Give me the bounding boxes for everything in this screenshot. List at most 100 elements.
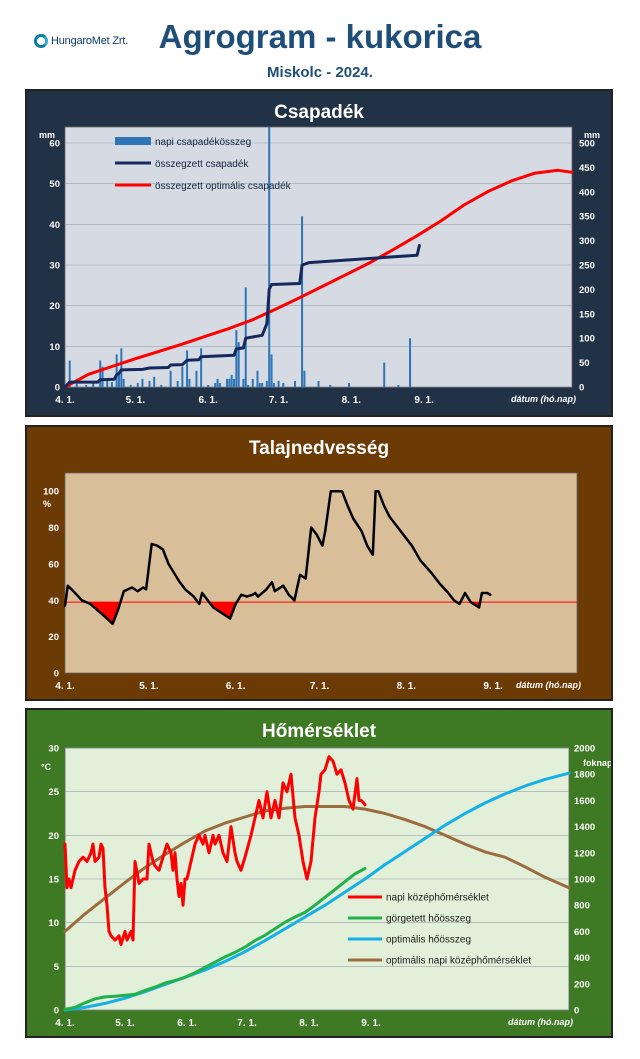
logo: HungaroMet Zrt. [34, 31, 128, 51]
precip-bar [117, 374, 120, 387]
precip-bar [303, 370, 306, 387]
x-tick-label: 9. 1. [483, 681, 503, 692]
y-tick-label: 20 [48, 632, 59, 643]
y-tick-label: 5 [54, 962, 60, 973]
precip-bar [233, 378, 235, 387]
x-tick-label: 7. 1. [237, 1018, 257, 1029]
y-tick-label: 100 [43, 487, 59, 498]
x-tick-label: 9. 1. [414, 395, 434, 406]
optimalis-napi-kozephomerseklet-line [63, 805, 571, 933]
y-tick-label: 80 [48, 523, 59, 534]
y-tick-label: 600 [574, 927, 590, 938]
precip-bar [160, 384, 163, 387]
precip-bar [169, 370, 172, 387]
moisture-deficit-area [209, 602, 237, 619]
precip-bar [251, 378, 254, 387]
soil-moisture-chart: Talajnedvesség 0 20 40 60 80 100% 4. 1. 5. 1. 6. … [27, 427, 611, 699]
precip-bar [329, 384, 332, 387]
y-tick-label: 15 [48, 875, 59, 886]
y-axis-label: % [43, 499, 51, 509]
precip-bar [186, 350, 189, 387]
chart-title: Csapadék [274, 102, 364, 123]
precip-bar [99, 360, 102, 387]
temperature-panel: Hőmérséklet 0 5 10 15 20 25 30 0 200 400 600 800 1000… [25, 708, 613, 1038]
y-tick-label: 25 [48, 787, 59, 798]
precip-bar [148, 380, 151, 387]
precip-bar [207, 384, 210, 387]
y-tick-label: 1000 [574, 875, 595, 886]
precip-bar [188, 378, 191, 387]
y-tick-label: 60 [48, 559, 59, 570]
precip-bar [115, 354, 118, 387]
precip-bar [120, 348, 123, 387]
plot-area [64, 472, 578, 674]
gorgetett-hoosszeg-line [63, 867, 367, 1011]
y-tick-label: 350 [579, 212, 595, 223]
y-tick-label: 800 [574, 901, 590, 912]
precip-bar [383, 362, 386, 387]
precip-bar [265, 380, 268, 387]
y-tick-label: 30 [49, 261, 60, 272]
precip-bar [214, 382, 217, 387]
precip-bar [270, 354, 273, 387]
chart-title: Talajnedvesség [249, 438, 389, 459]
page-title: Agrogram - kukorica [158, 18, 482, 55]
y-tick-label: 1400 [574, 822, 595, 833]
precip-bar [92, 382, 95, 387]
temperature-chart: Hőmérséklet 0 5 10 15 20 25 30 0 200 400 600 800 1000… [27, 710, 611, 1036]
y-tick-label: 60 [49, 139, 60, 150]
x-tick-label: 9. 1. [361, 1018, 381, 1029]
legend-label: optimális napi középhőmérséklet [386, 956, 531, 967]
precip-bar [181, 366, 184, 387]
precip-bar [141, 378, 144, 387]
precip-bar [409, 338, 412, 387]
precip-bar [301, 216, 304, 387]
legend-label: optimális hőösszeg [386, 935, 471, 946]
y-tick-label: 400 [574, 953, 590, 964]
chart-title: Hőmérséklet [262, 721, 377, 742]
precip-bar [256, 370, 259, 387]
y-tick-label: 400 [579, 187, 595, 198]
logo-text: HungaroMet Zrt. [51, 35, 129, 47]
x-tick-label: 8. 1. [342, 395, 362, 406]
y-axis-label-left: °C [41, 762, 52, 772]
precip-bar [110, 382, 113, 387]
y-tick-label: 10 [49, 342, 60, 353]
y-tick-label: 30 [48, 744, 59, 755]
y-tick-label: 0 [579, 383, 584, 394]
y-tick-label: 100 [579, 334, 595, 345]
y-tick-label: 2000 [574, 744, 595, 755]
precip-bar [153, 376, 156, 387]
x-tick-label: 6. 1. [177, 1018, 197, 1029]
y-tick-label: 50 [49, 179, 60, 190]
x-tick-label: 5. 1. [139, 681, 159, 692]
x-axis-label: dátum (hó.nap) [511, 394, 576, 404]
logo-icon [34, 34, 48, 48]
precip-bar [85, 384, 88, 387]
precip-panel: Csapadék 0 10 20 30 40 50 60 0 50 100 150 200 250 300 3… [25, 89, 613, 417]
y-tick-label: 40 [49, 220, 60, 231]
precip-bar [75, 383, 78, 387]
cumulative-precip-line [63, 244, 421, 389]
precip-bar [258, 382, 261, 387]
precip-bar [228, 378, 231, 387]
y-tick-label: 200 [574, 979, 590, 990]
y-tick-label: 10 [48, 918, 59, 929]
x-tick-label: 4. 1. [55, 1018, 75, 1029]
precip-bar [261, 382, 264, 387]
x-tick-label: 6. 1. [198, 395, 218, 406]
x-tick-label: 6. 1. [226, 681, 246, 692]
precip-bar [195, 370, 198, 387]
x-tick-label: 5. 1. [115, 1018, 135, 1029]
y-axis-label-left: mm [39, 130, 55, 140]
legend-label: napi csapadékösszeg [155, 137, 251, 148]
y-tick-label: 1800 [574, 770, 595, 781]
precip-bar [176, 380, 179, 387]
legend-label: napi középhőmérséklet [386, 893, 489, 904]
precip-bar [230, 374, 233, 387]
y-tick-label: 250 [579, 261, 595, 272]
soil-moisture-panel: Talajnedvesség 0 20 40 60 80 100% 4. 1. 5. 1. 6. … [25, 425, 613, 701]
precip-bar [216, 378, 219, 387]
y-tick-label: 300 [579, 236, 595, 247]
precip-bar [348, 382, 351, 387]
